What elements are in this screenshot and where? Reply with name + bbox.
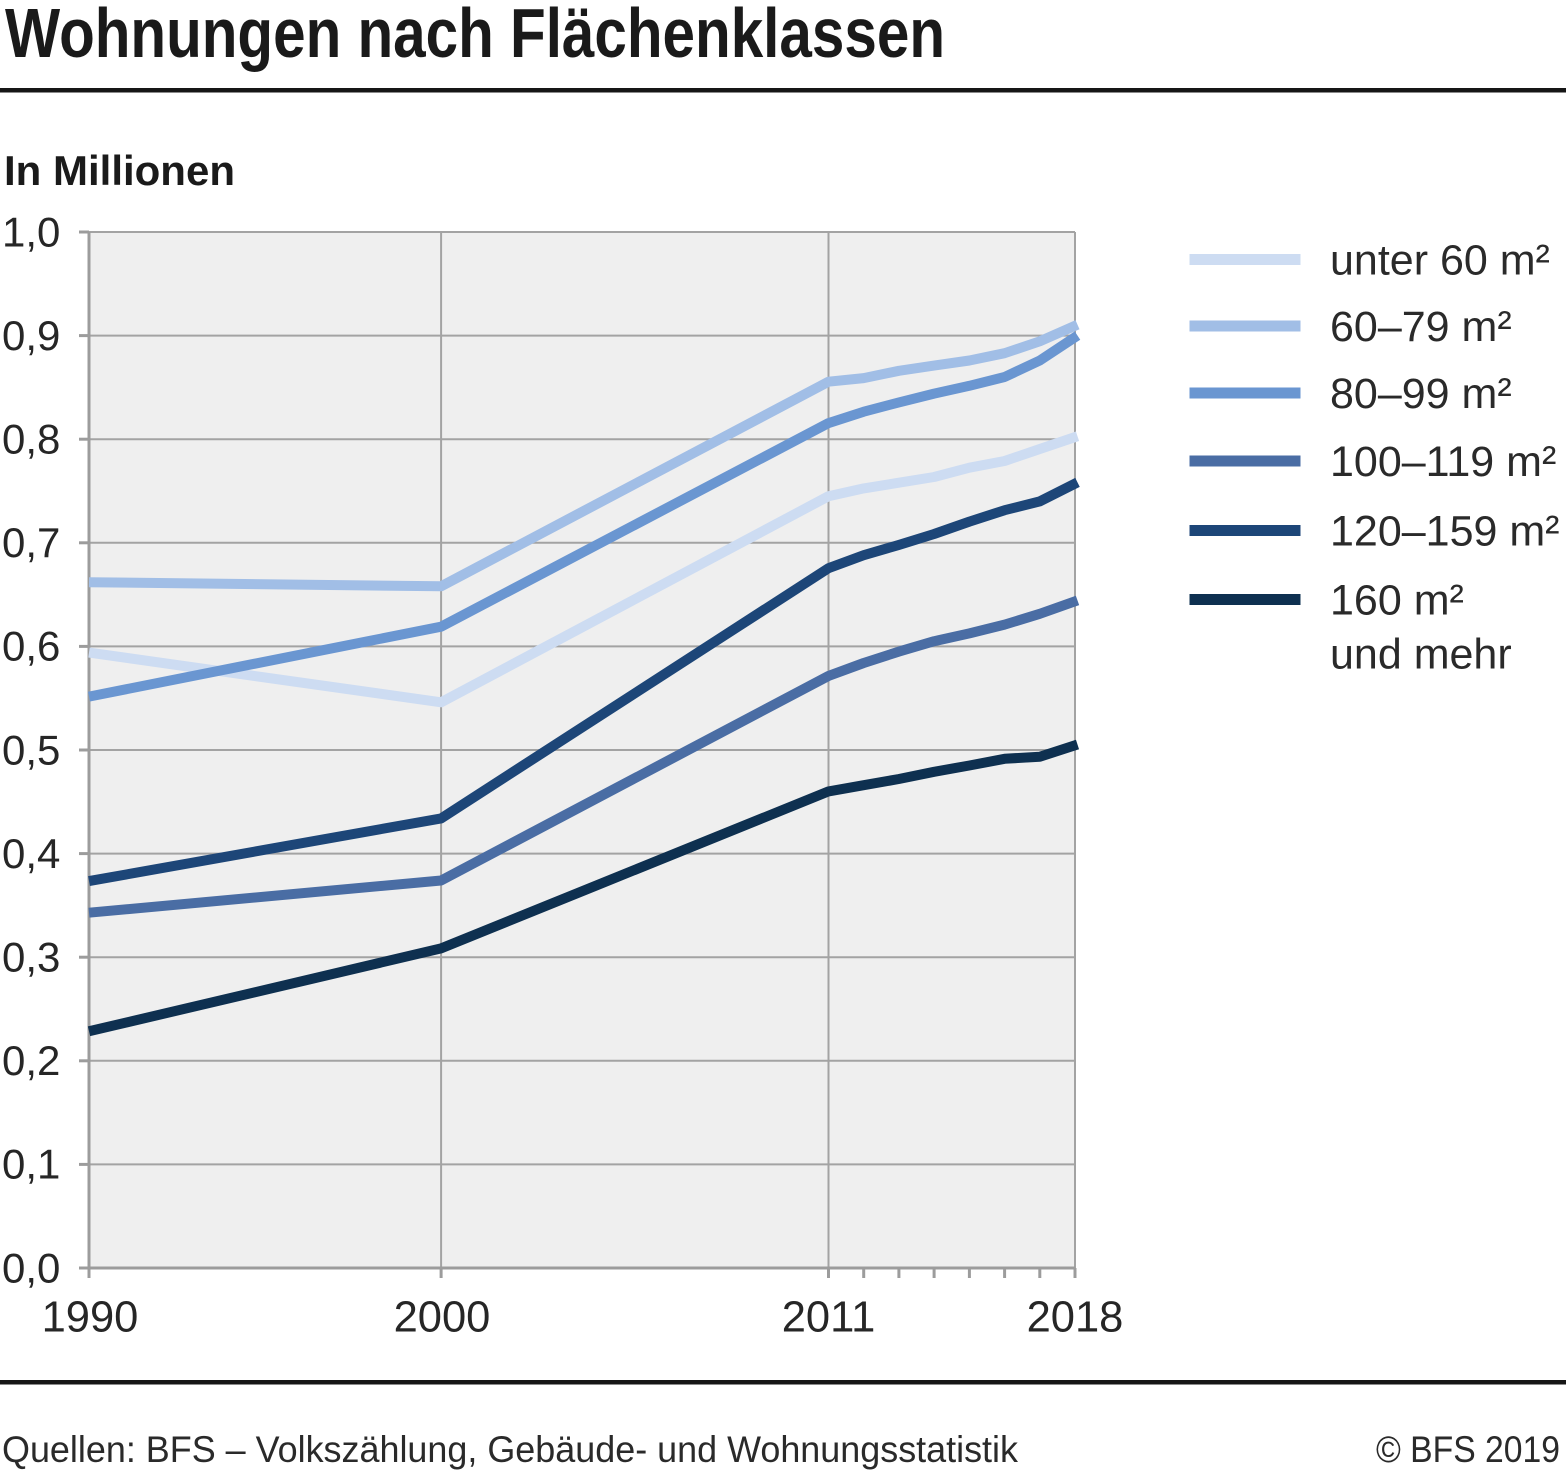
svg-text:Wohnungen nach Flächenklassen: Wohnungen nach Flächenklassen — [5, 0, 945, 72]
svg-text:1,0: 1,0 — [2, 208, 60, 255]
svg-text:0,2: 0,2 — [2, 1037, 60, 1084]
svg-text:In Millionen: In Millionen — [4, 147, 235, 194]
svg-text:0,7: 0,7 — [2, 519, 60, 566]
svg-text:80–99 m²: 80–99 m² — [1330, 370, 1512, 418]
svg-text:160 m²: 160 m² — [1330, 577, 1464, 625]
svg-text:0,3: 0,3 — [2, 934, 60, 981]
svg-text:0,0: 0,0 — [2, 1244, 60, 1291]
svg-text:0,9: 0,9 — [2, 312, 60, 359]
svg-text:2011: 2011 — [782, 1294, 876, 1342]
svg-text:60–79 m²: 60–79 m² — [1330, 303, 1512, 351]
svg-text:2000: 2000 — [394, 1294, 491, 1342]
svg-text:unter 60 m²: unter 60 m² — [1330, 237, 1550, 285]
svg-text:1990: 1990 — [42, 1294, 139, 1342]
svg-text:0,6: 0,6 — [2, 623, 60, 670]
svg-text:0,8: 0,8 — [2, 416, 60, 463]
svg-text:120–159 m²: 120–159 m² — [1330, 508, 1560, 556]
svg-text:100–119 m²: 100–119 m² — [1330, 438, 1556, 486]
svg-text:2018: 2018 — [1027, 1294, 1124, 1342]
svg-text:0,1: 0,1 — [2, 1141, 60, 1188]
svg-text:0,5: 0,5 — [2, 726, 60, 773]
svg-text:und mehr: und mehr — [1330, 630, 1512, 678]
svg-text:© BFS 2019: © BFS 2019 — [1376, 1429, 1560, 1470]
svg-text:Quellen: BFS – Volkszählung, G: Quellen: BFS – Volkszählung, Gebäude- un… — [2, 1429, 1018, 1470]
svg-text:0,4: 0,4 — [2, 830, 60, 877]
